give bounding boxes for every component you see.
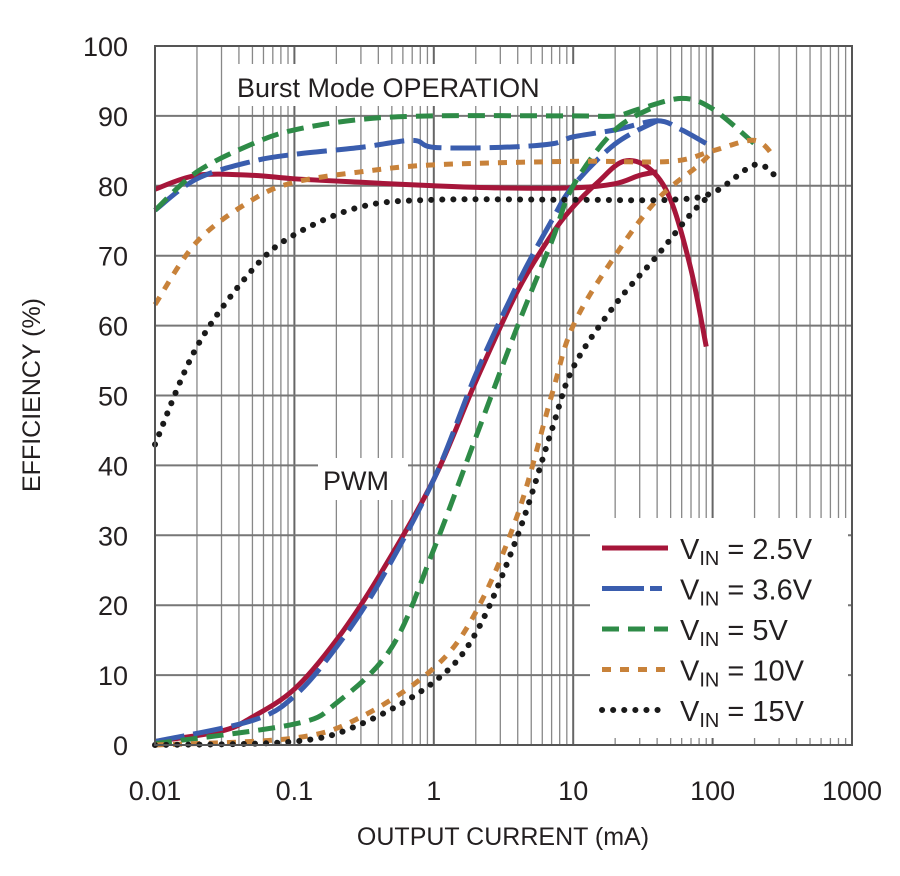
y-axis-title: EFFICIENCY (%) [18,298,46,492]
x-tick-label: 0.01 [129,776,182,806]
legend: VIN = 2.5V VIN = 3.6V VIN = 5V VIN = 10V VIN… [599,534,813,732]
x-tick-label: 1 [426,776,441,806]
x-tick-label: 0.1 [276,776,314,806]
burst-label-bg [228,64,598,106]
burst-mode-label: Burst Mode OPERATION [237,73,540,103]
annotation-backgrounds [228,64,848,738]
series-line-burst [152,161,778,448]
y-tick-label: 10 [98,661,128,691]
series-line-pwm [154,158,709,744]
series-line-burst [153,95,757,213]
legend-label: VIN = 10V [680,656,805,692]
plot-frame [154,45,853,746]
y-tick-label: 80 [98,172,128,202]
y-tick-label: 50 [98,382,128,412]
series-line-pwm [154,118,659,744]
y-tick-label: 100 [83,32,128,62]
pwm-label: PWM [323,466,389,496]
pwm-label-bg [318,458,408,500]
series-line-pwm [152,189,716,748]
y-tick-label: 40 [98,451,128,481]
legend-label: VIN = 3.6V [680,575,813,611]
x-tick-label: 10 [558,776,588,806]
series-line-burst [154,169,658,192]
legend-label: VIN = 5V [680,615,789,651]
series-line-burst [152,137,777,307]
y-tick-label: 0 [113,731,128,761]
y-tick-label: 30 [98,521,128,551]
legend-label: VIN = 2.5V [680,534,813,570]
x-tick-label: 100 [690,776,735,806]
series-lines [152,95,778,748]
series-line-pwm [154,103,659,747]
y-tick-label: 90 [98,102,128,132]
legend-label: VIN = 15V [680,696,805,732]
y-tick-label: 60 [98,312,128,342]
x-axis-title: OUTPUT CURRENT (mA) [357,823,649,851]
x-tick-label: 1000 [822,776,882,806]
tick-labels: 0 10 20 30 40 50 60 70 80 90 100 0.01 0.1 1 10 100 1000 [83,32,882,806]
y-tick-label: 20 [98,591,128,621]
y-tick-label: 70 [98,242,128,272]
